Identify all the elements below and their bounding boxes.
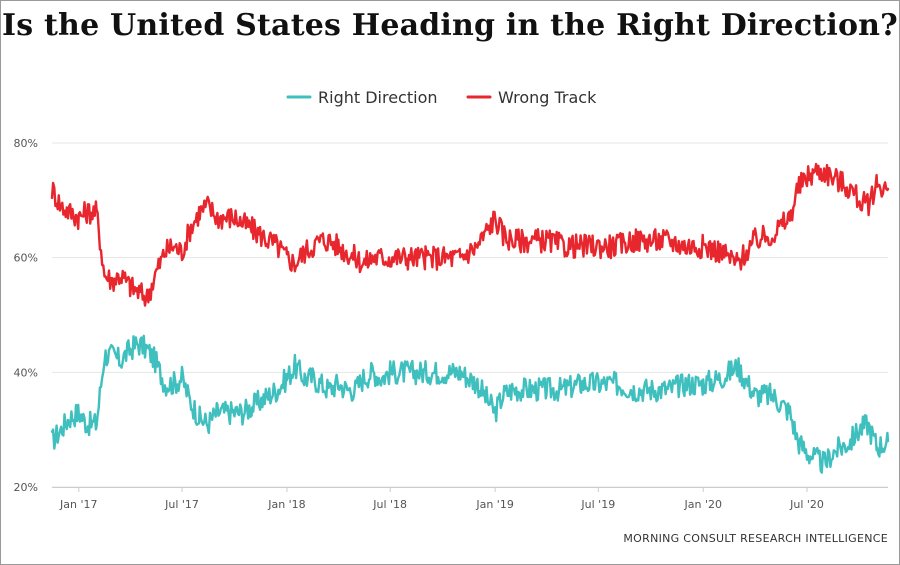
y-tick-label: 40% [14, 366, 38, 379]
x-tick-label: Jul '17 [164, 498, 199, 511]
legend-label-wrong-track: Wrong Track [498, 88, 597, 107]
source-label: MORNING CONSULT RESEARCH INTELLIGENCE [623, 532, 888, 545]
x-tick-label: Jan '19 [475, 498, 513, 511]
y-tick-label: 60% [14, 252, 38, 265]
x-tick-label: Jul '19 [580, 498, 615, 511]
x-tick-label: Jan '17 [59, 498, 97, 511]
chart-title: Is the United States Heading in the Righ… [2, 8, 898, 43]
x-tick-label: Jul '18 [372, 498, 407, 511]
x-tick-label: Jul '20 [789, 498, 824, 511]
x-tick-label: Jan '20 [683, 498, 721, 511]
y-tick-label: 20% [14, 481, 38, 494]
legend-label-right-direction: Right Direction [318, 88, 438, 107]
y-tick-label: 80% [14, 137, 38, 150]
series-line-wrong-track [50, 162, 890, 307]
x-tick-label: Jan '18 [267, 498, 305, 511]
series-line-right-direction [50, 334, 890, 474]
